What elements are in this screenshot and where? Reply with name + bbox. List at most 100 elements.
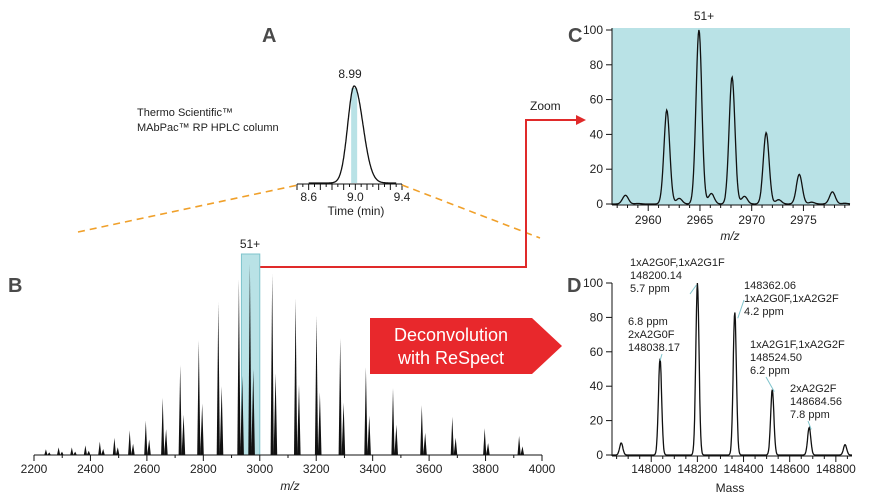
annotation-line: 1xA2G0F,1xA2G1F xyxy=(630,257,725,269)
charge-state-shoulder xyxy=(341,402,346,455)
charge-state-peak xyxy=(161,397,165,455)
charge-state-shoulder xyxy=(200,403,204,455)
panel-c-x-label: m/z xyxy=(720,229,739,243)
charge-envelope xyxy=(44,264,525,455)
annotation-line: 7.8 ppm xyxy=(790,409,830,421)
zoom-arrow xyxy=(260,119,578,268)
panel-a: A Thermo Scientific™ MAbPac™ RP HPLC col… xyxy=(137,25,411,218)
charge-state-shoulder xyxy=(47,452,51,455)
charge-state-shoulder xyxy=(101,449,105,455)
annotation-line: 5.7 ppm xyxy=(630,283,670,295)
charge-state-peak xyxy=(517,435,521,455)
deconvolution-arrow-shape xyxy=(370,318,562,374)
column-name-line1: Thermo Scientific™ xyxy=(137,107,233,119)
panel-d-y-tick-label: 80 xyxy=(590,310,604,324)
panel-c-x-tick-label: 2965 xyxy=(687,213,714,227)
charge-state-shoulder xyxy=(251,369,255,455)
annotation-line: 148200.14 xyxy=(630,270,682,282)
panel-b-x-tick-label: 2600 xyxy=(134,462,161,476)
deconvolution-arrow: Deconvolution with ReSpect xyxy=(370,318,562,374)
panel-d-x-tick-label: 148200 xyxy=(677,462,717,476)
panel-d-y-tick-label: 40 xyxy=(590,379,604,393)
panel-b-x-tick-label: 3200 xyxy=(303,462,330,476)
panel-a-letter: A xyxy=(262,25,276,47)
panel-a-minor-ticks xyxy=(296,184,403,190)
panel-a-x-label: Time (min) xyxy=(328,204,385,218)
annotation-line: 6.2 ppm xyxy=(750,365,790,377)
panel-d: D 0 20 40 60 80 100 148000 148200 148400… xyxy=(567,257,856,495)
charge-state-shoulder xyxy=(273,373,278,455)
charge-state-peak xyxy=(420,405,424,455)
annotation-leader xyxy=(689,284,697,295)
panel-b-x-tick-label: 2800 xyxy=(190,462,217,476)
charge-state-peak xyxy=(197,340,201,455)
annotation-line: 148038.17 xyxy=(628,342,680,354)
annotation-peak-148200: 1xA2G0F,1xA2G1F 148200.14 5.7 ppm xyxy=(630,257,725,295)
charge-state-shoulder xyxy=(164,429,168,455)
charge-state-shoulder xyxy=(394,424,398,455)
panel-c-letter: C xyxy=(568,25,582,47)
zoom-guide-right xyxy=(401,184,541,239)
annotation-leader xyxy=(807,420,812,430)
panel-b-x-tick-label: 3800 xyxy=(472,462,499,476)
panel-c-y-tick-label: 20 xyxy=(590,162,604,176)
charge-state-peak xyxy=(70,447,74,455)
charge-state-peak xyxy=(338,338,342,455)
column-name-line2: MAbPac™ RP HPLC column xyxy=(137,122,279,134)
retention-highlight xyxy=(351,88,358,183)
panel-d-x-tick-label: 148400 xyxy=(724,462,764,476)
panel-b-x-tick-label: 2400 xyxy=(77,462,104,476)
charge-state-peak xyxy=(314,315,319,455)
annotation-peak-148362: 148362.06 1xA2G0F,1xA2G2F 4.2 ppm xyxy=(744,280,839,318)
isotope-trace xyxy=(612,29,851,205)
panel-d-y-ticks xyxy=(606,282,612,456)
panel-d-y-tick-label: 60 xyxy=(590,345,604,359)
annotation-leader xyxy=(659,353,663,361)
deconvolution-label-line1: Deconvolution xyxy=(394,325,508,345)
panel-d-x-tick-label: 148600 xyxy=(770,462,810,476)
charge-state-peak xyxy=(248,264,252,455)
charge-state-peak xyxy=(57,447,61,455)
panel-c: C 51+ 0 20 40 60 80 100 2960 2965 2970 2… xyxy=(568,9,851,243)
panel-d-letter: D xyxy=(567,275,581,297)
charge-state-peak xyxy=(391,388,395,455)
panel-b-x-tick-label: 4000 xyxy=(529,462,556,476)
panel-d-x-ticks xyxy=(616,456,848,462)
charge-state-peak xyxy=(450,416,454,455)
charge-state-peak xyxy=(237,279,241,455)
panel-c-y-tick-label: 0 xyxy=(596,197,603,211)
charge-state-shoulder xyxy=(115,447,120,455)
zoom-arrowhead xyxy=(576,115,586,125)
charge-state-shoulder xyxy=(423,432,427,455)
charge-state-peak xyxy=(364,367,368,455)
charge-state-shoulder xyxy=(60,451,64,455)
zoom-guide-left xyxy=(77,184,299,233)
panel-d-x-tick-label: 148800 xyxy=(816,462,856,476)
annotation-line: 148362.06 xyxy=(744,280,796,292)
charge-state-peak xyxy=(112,437,116,455)
charge-state-shoulder xyxy=(317,392,322,455)
annotation-peak-148524: 1xA2G1F,1xA2G2F 148524.50 6.2 ppm xyxy=(750,339,845,377)
panel-c-x-tick-label: 2960 xyxy=(635,213,662,227)
retention-peak-label: 8.99 xyxy=(338,67,362,81)
annotation-peak-148038: 6.8 ppm 2xA2G0F 148038.17 xyxy=(628,316,680,354)
charge-state-label: 51+ xyxy=(694,9,714,23)
panel-a-tick-label: 9.4 xyxy=(394,190,411,204)
charge-state-shoulder xyxy=(86,450,91,455)
charge-state-peak xyxy=(128,430,132,455)
annotation-line: 2xA2G2F xyxy=(790,383,837,395)
charge-state-shoulder xyxy=(181,414,186,455)
panel-b-x-tick-label: 2200 xyxy=(21,462,48,476)
panel-b-x-tick-label: 3400 xyxy=(359,462,386,476)
charge-state-shoulder xyxy=(131,443,135,455)
charge-state-shoulder xyxy=(73,451,77,455)
charge-state-box-label: 51+ xyxy=(240,237,260,251)
charge-state-shoulder xyxy=(486,443,490,455)
panel-c-y-tick-label: 100 xyxy=(583,23,603,37)
deconvolution-label-line2: with ReSpect xyxy=(397,348,504,368)
charge-state-peak xyxy=(44,449,48,455)
charge-state-shoulder xyxy=(297,384,301,455)
panel-a-tick-label: 9.0 xyxy=(347,190,364,204)
charge-state-shoulder xyxy=(520,446,525,455)
panel-d-x-label: Mass xyxy=(716,481,745,495)
